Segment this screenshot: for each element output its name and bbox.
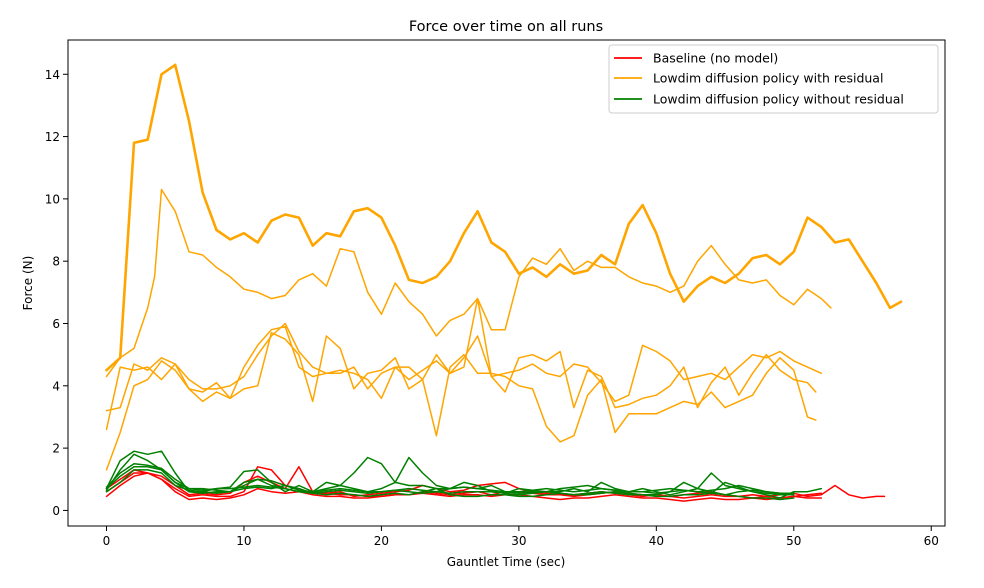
x-tick-label-3: 30 (511, 534, 526, 548)
y-tick-label-7: 14 (45, 68, 60, 82)
series-line-without-residual-12 (105, 466, 795, 496)
series-line-with-residual-2 (105, 188, 832, 378)
y-tick-label-3: 6 (52, 317, 60, 331)
y-tick-label-1: 2 (52, 442, 60, 456)
y-tick-label-5: 10 (45, 192, 60, 206)
legend-label-with-residual: Lowdim diffusion policy with residual (653, 71, 883, 86)
y-axis: 0 2 4 6 8 10 12 14 (45, 68, 68, 518)
x-tick-label-1: 10 (236, 534, 251, 548)
legend: Baseline (no model) Lowdim diffusion pol… (608, 44, 939, 114)
series-layer (105, 63, 903, 502)
y-axis-label: Force (N) (21, 256, 35, 311)
legend-label-baseline: Baseline (no model) (653, 51, 778, 66)
series-line-without-residual-9 (105, 450, 823, 499)
x-tick-label-6: 60 (924, 534, 939, 548)
series-line-baseline-8 (105, 469, 823, 502)
plot-frame (67, 39, 946, 527)
x-tick-label-0: 0 (103, 534, 111, 548)
x-axis: 0 10 20 30 40 50 60 (103, 526, 939, 548)
series-line-with-residual-4 (105, 325, 823, 431)
series-line-with-residual-5 (105, 297, 817, 471)
y-tick-label-4: 8 (52, 255, 60, 269)
y-tick-label-6: 12 (45, 130, 60, 144)
x-tick-label-2: 20 (374, 534, 389, 548)
y-tick-label-0: 0 (52, 504, 60, 518)
legend-label-without-residual: Lowdim diffusion policy without residual (653, 92, 904, 107)
x-axis-label: Gauntlet Time (sec) (447, 555, 566, 569)
series-line-without-residual-11 (105, 469, 795, 501)
x-tick-label-5: 50 (786, 534, 801, 548)
chart-title: Force over time on all runs (409, 19, 603, 35)
y-tick-label-2: 4 (52, 379, 60, 393)
series-line-without-residual-13 (105, 462, 795, 495)
series-line-with-residual-1 (105, 63, 903, 372)
legend-box (608, 44, 939, 114)
x-tick-label-4: 40 (649, 534, 664, 548)
